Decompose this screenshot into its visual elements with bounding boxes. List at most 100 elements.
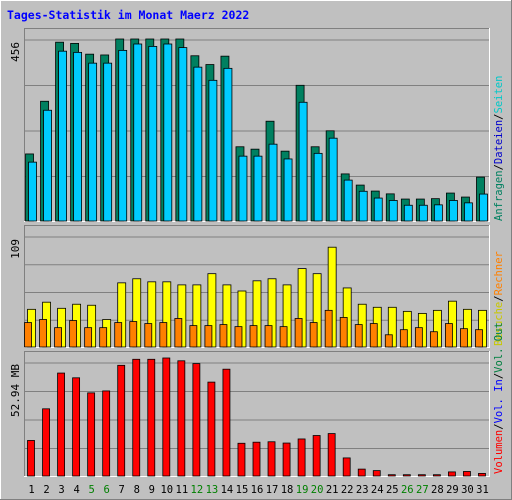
bar-volumen-day-31 <box>478 473 486 477</box>
bar-rechner-day-1 <box>24 322 32 348</box>
bar-rechner-day-25 <box>384 334 393 348</box>
bar-rechner-day-29 <box>445 323 453 348</box>
legend-part-panel2-3: Rechner <box>493 251 505 295</box>
legend-part-panel3-5: Vol. Out <box>493 322 505 373</box>
bar-volumen-day-3 <box>57 372 65 477</box>
x-tick-label-day-15: 15 <box>236 484 249 496</box>
bar-rechner-day-9 <box>144 323 153 348</box>
x-tick-label-day-5: 5 <box>88 484 94 496</box>
x-tick-label-day-11: 11 <box>176 484 189 496</box>
bar-dateien-day-14 <box>223 67 233 222</box>
x-tick-label-day-26: 26 <box>401 484 414 496</box>
bar-rechner-day-13 <box>204 325 213 348</box>
x-tick-label-day-7: 7 <box>119 484 125 496</box>
bar-dateien-day-25 <box>388 200 398 222</box>
bar-dateien-day-21 <box>328 137 338 222</box>
bar-dateien-day-16 <box>253 155 263 222</box>
bar-rechner-day-4 <box>69 320 78 348</box>
bar-rechner-day-31 <box>475 329 483 348</box>
bar-rechner-day-2 <box>39 319 47 348</box>
bar-rechner-day-6 <box>99 327 108 348</box>
bar-rechner-day-22 <box>339 317 348 348</box>
bar-dateien-day-10 <box>163 43 173 222</box>
bar-dateien-day-22 <box>343 179 353 222</box>
legend-part-panel1-5: Seiten <box>493 76 505 114</box>
bar-volumen-day-1 <box>27 440 35 477</box>
bar-rechner-day-23 <box>354 324 363 348</box>
bar-dateien-day-26 <box>403 204 413 222</box>
x-tick-label-day-17: 17 <box>266 484 279 496</box>
bar-volumen-day-30 <box>463 471 471 477</box>
bar-dateien-day-13 <box>208 79 218 222</box>
bar-dateien-day-7 <box>118 49 128 222</box>
bar-rechner-day-19 <box>294 318 303 348</box>
bar-volumen-day-11 <box>177 360 186 477</box>
x-tick-label-day-9: 9 <box>149 484 155 496</box>
x-tick-label-day-31: 31 <box>476 484 489 496</box>
legend-part-panel3-3: Vol. In <box>493 379 505 423</box>
bar-dateien-day-6 <box>103 62 113 222</box>
right-legends: Anfragen/Dateien/SeitenBesuche/RechnerVo… <box>493 76 505 474</box>
legend-part-panel3-2: / <box>493 423 505 429</box>
legend-part-panel3-1: Volumen <box>493 430 505 474</box>
bar-volumen-day-15 <box>237 442 246 477</box>
bar-rechner-day-17 <box>264 325 273 348</box>
bar-dateien-day-12 <box>193 66 203 222</box>
bar-dateien-day-31 <box>479 193 488 222</box>
bar-volumen-day-5 <box>87 392 96 477</box>
x-tick-label-day-8: 8 <box>134 484 140 496</box>
bar-dateien-day-4 <box>73 51 83 222</box>
x-tick-label-day-20: 20 <box>311 484 324 496</box>
x-tick-label-day-21: 21 <box>326 484 339 496</box>
panels: 456 109 52.94 MB <box>9 28 490 477</box>
bar-rechner-day-7 <box>114 322 123 348</box>
bar-dateien-day-29 <box>449 200 458 222</box>
bar-rechner-day-26 <box>399 329 408 348</box>
x-tick-label-day-28: 28 <box>431 484 444 496</box>
bar-rechner-day-20 <box>309 322 318 348</box>
bar-dateien-day-18 <box>283 158 293 222</box>
x-tick-label-day-12: 12 <box>191 484 204 496</box>
bar-rechner-day-21 <box>324 309 333 348</box>
x-tick-label-day-25: 25 <box>386 484 399 496</box>
legend-part-panel1-4: / <box>493 114 505 120</box>
bar-volumen-day-2 <box>42 408 50 477</box>
bar-volumen-day-20 <box>312 435 321 477</box>
bar-rechner-day-16 <box>249 325 258 348</box>
legend-part-panel1-3: Dateien <box>493 120 505 164</box>
x-tick-label-day-6: 6 <box>104 484 110 496</box>
panel-1-y-max-label: 456 <box>9 42 22 62</box>
chart-title: Tages-Statistik im Monat Maerz 2022 <box>7 8 249 22</box>
bar-volumen-day-6 <box>102 390 111 477</box>
bar-rechner-day-8 <box>129 321 138 348</box>
bar-rechner-day-3 <box>54 327 62 348</box>
legend-part-panel2-2: / <box>493 295 505 301</box>
bar-volumen-day-10 <box>162 357 171 477</box>
bar-rechner-day-24 <box>369 323 378 348</box>
right-legend-panel1: Anfragen/Dateien/Seiten <box>493 76 505 221</box>
bar-volumen-day-18 <box>282 442 291 477</box>
bar-volumen-day-22 <box>342 457 351 477</box>
bar-volumen-day-28 <box>432 474 441 477</box>
legend-part-panel1-2: / <box>493 164 505 170</box>
bar-volumen-day-19 <box>297 438 306 477</box>
bar-rechner-day-30 <box>460 328 468 348</box>
bar-rechner-day-15 <box>234 326 243 348</box>
x-tick-label-day-27: 27 <box>416 484 429 496</box>
bar-rechner-day-14 <box>219 324 228 348</box>
x-tick-label-day-29: 29 <box>446 484 459 496</box>
bar-volumen-day-14 <box>222 368 231 477</box>
x-tick-label-day-19: 19 <box>296 484 309 496</box>
bar-dateien-day-20 <box>313 152 323 222</box>
bar-volumen-day-26 <box>402 474 411 477</box>
bar-rechner-day-27 <box>414 327 423 348</box>
x-tick-label-day-10: 10 <box>160 484 173 496</box>
bar-volumen-day-7 <box>117 364 126 477</box>
bar-dateien-day-30 <box>464 202 473 222</box>
legend-part-panel2-1: Besuche <box>493 302 505 346</box>
bar-dateien-day-1 <box>28 161 37 222</box>
x-tick-label-day-3: 3 <box>58 484 64 496</box>
x-tick-label-day-14: 14 <box>221 484 234 496</box>
bar-dateien-day-8 <box>133 43 143 222</box>
